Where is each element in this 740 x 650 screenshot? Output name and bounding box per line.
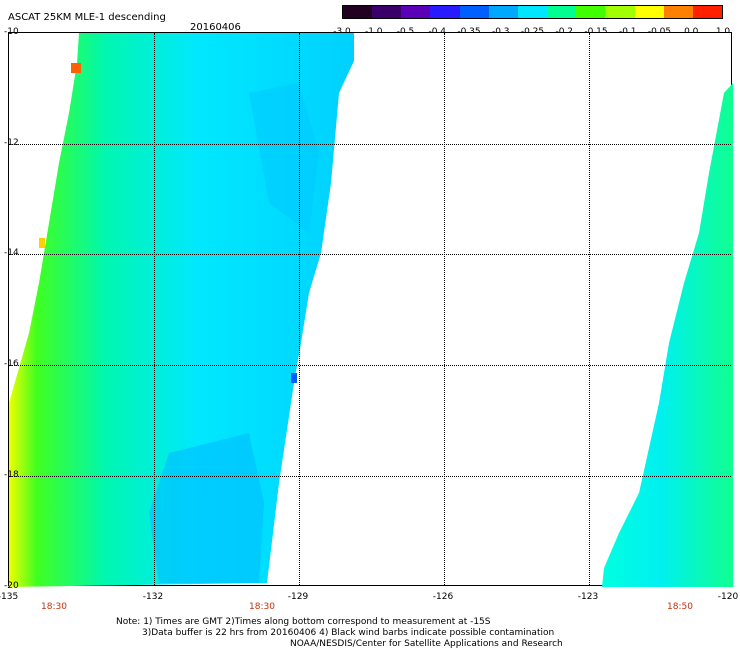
colorbar: [342, 5, 723, 19]
lon-grid-line: [299, 33, 300, 585]
colorbar-swatch: [692, 6, 723, 18]
lon-label: -123: [577, 592, 599, 602]
lon-label: -126: [432, 592, 454, 602]
lat-grid-line: [9, 254, 731, 255]
lat-label: -16: [4, 359, 19, 369]
swath-time-label: 18:30: [249, 602, 275, 612]
lat-label: -20: [4, 581, 19, 591]
lon-label: -120: [717, 592, 739, 602]
note-line-2: 3)Data buffer is 22 hrs from 20160406 4)…: [142, 628, 555, 638]
colorbar-swatch: [517, 6, 548, 18]
lon-grid-line: [589, 33, 590, 585]
lat-grid-line: [9, 476, 731, 477]
swath-time-label: 18:50: [667, 602, 693, 612]
colorbar-swatch: [663, 6, 693, 18]
lon-grid-line: [444, 33, 445, 585]
lat-label: -10: [4, 27, 19, 37]
map-date: 20160406: [190, 22, 241, 33]
colorbar-swatch: [605, 6, 635, 18]
colorbar-swatch: [634, 6, 664, 18]
lat-label: -14: [4, 248, 19, 258]
lon-grid-line: [154, 33, 155, 585]
lon-label: -132: [142, 592, 164, 602]
colorbar-swatch: [576, 6, 606, 18]
map-plot: [8, 32, 733, 587]
lon-label: -135: [0, 592, 19, 602]
lat-label: -12: [4, 138, 19, 148]
note-line-3: NOAA/NESDIS/Center for Satellite Applica…: [290, 639, 563, 649]
swath-time-label: 18:30: [41, 602, 67, 612]
colorbar-swatch: [401, 6, 431, 18]
colorbar-swatch: [430, 6, 460, 18]
note-line-1: Note: 1) Times are GMT 2)Times along bot…: [116, 617, 491, 627]
colorbar-swatch: [343, 6, 373, 18]
lat-grid-line: [9, 365, 731, 366]
map-title: ASCAT 25KM MLE-1 descending: [8, 12, 166, 23]
colorbar-swatch: [547, 6, 577, 18]
left-swath: [9, 33, 733, 587]
lon-label: -129: [287, 592, 309, 602]
lat-grid-line: [9, 144, 731, 145]
colorbar-swatch: [488, 6, 518, 18]
colorbar-swatch: [459, 6, 489, 18]
colorbar-swatch: [372, 6, 402, 18]
lat-label: -18: [4, 470, 19, 480]
